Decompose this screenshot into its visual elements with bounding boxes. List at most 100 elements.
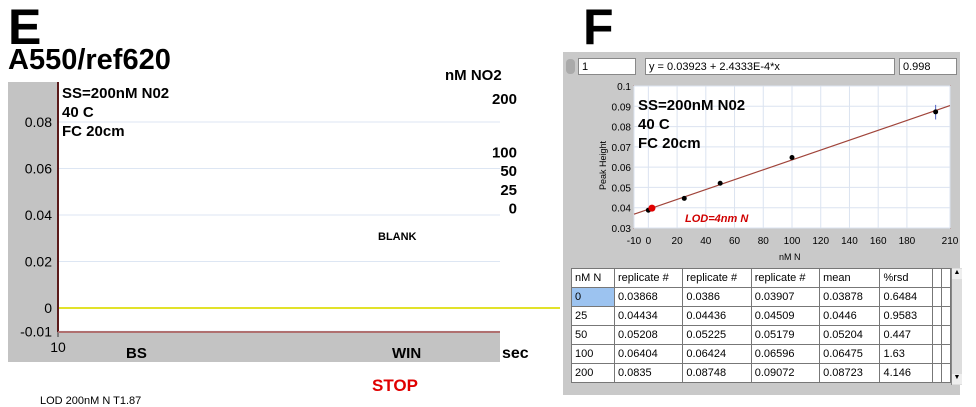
y-tick-label: 0.05 xyxy=(612,183,632,194)
table-cell[interactable]: 0.04509 xyxy=(750,306,821,326)
x-tick-label: 60 xyxy=(729,236,741,247)
table-cell[interactable] xyxy=(931,287,942,307)
table-cell[interactable]: 0.08723 xyxy=(819,363,881,383)
table-cell[interactable]: 0.09072 xyxy=(750,363,821,383)
scroll-up-icon[interactable]: ▲ xyxy=(952,269,962,279)
y-tick-label: 0.08 xyxy=(25,114,52,130)
table-cell[interactable] xyxy=(940,363,952,383)
x-tick-label: 210 xyxy=(942,236,959,247)
table-cell[interactable]: 0.06404 xyxy=(613,344,684,364)
chart-e-plot-area xyxy=(58,82,500,332)
table-cell[interactable] xyxy=(931,363,942,383)
column-header[interactable]: replicate # xyxy=(750,268,821,288)
data-point xyxy=(933,109,939,115)
table-cell[interactable]: 100 xyxy=(571,344,615,364)
table-cell[interactable]: 0.05179 xyxy=(750,325,821,345)
footer-note: LOD 200nM N T1.87 xyxy=(40,395,142,407)
table-cell[interactable]: 0.06424 xyxy=(682,344,752,364)
table-cell[interactable]: 200 xyxy=(571,363,615,383)
table-row: 50 0.05208 0.05225 0.05179 0.05204 0.447 xyxy=(571,325,952,345)
y-tick-label: 0.09 xyxy=(612,102,632,113)
table-cell[interactable]: 50 xyxy=(571,325,615,345)
table-cell[interactable] xyxy=(940,344,952,364)
sec-label: sec xyxy=(502,345,529,362)
panel-e-letter: E xyxy=(8,0,42,55)
table-cell[interactable]: 0.04436 xyxy=(682,306,752,326)
data-point xyxy=(681,195,687,201)
table-cell[interactable]: 0.04434 xyxy=(613,306,684,326)
legend-label-0: 0 xyxy=(509,200,517,217)
index-spinner[interactable] xyxy=(566,59,575,74)
fc-label: FC 20cm xyxy=(62,123,125,140)
y-tick-label: 0.06 xyxy=(612,163,632,174)
table-cell[interactable]: 0.08748 xyxy=(682,363,752,383)
x-tick-label: 0 xyxy=(646,236,652,247)
chart-e: 20010050250102030405060-0.0100.020.040.0… xyxy=(8,67,560,395)
legend-label-50: 50 xyxy=(500,163,517,180)
column-header[interactable] xyxy=(940,268,952,288)
column-header[interactable]: replicate # xyxy=(613,268,684,288)
table-cell[interactable]: 0.0835 xyxy=(613,363,684,383)
column-header[interactable]: %rsd xyxy=(879,268,933,288)
table-cell[interactable]: 4.146 xyxy=(879,363,933,383)
x-tick-label: 100 xyxy=(784,236,801,247)
table-cell[interactable]: 0.06596 xyxy=(750,344,821,364)
table-cell[interactable] xyxy=(940,287,952,307)
x-tick-label: 80 xyxy=(758,236,770,247)
table-cell[interactable]: 1.63 xyxy=(879,344,933,364)
x-tick-label: 120 xyxy=(812,236,829,247)
x-tick-label: 40 xyxy=(700,236,712,247)
table-row: 25 0.04434 0.04436 0.04509 0.0446 0.9583 xyxy=(571,306,952,326)
scroll-down-icon[interactable]: ▼ xyxy=(952,374,962,384)
panel-e-title: A550/ref620 xyxy=(8,44,171,76)
legend-label-25: 25 xyxy=(500,182,517,199)
table-row: 0 0.03868 0.0386 0.03907 0.03878 0.6484 xyxy=(571,287,952,307)
table-cell[interactable] xyxy=(940,306,952,326)
table-cell[interactable]: 0.03868 xyxy=(613,287,684,307)
table-cell[interactable] xyxy=(931,306,942,326)
x-tick-label: 160 xyxy=(870,236,887,247)
column-header[interactable]: mean xyxy=(819,268,881,288)
table-cell[interactable]: 0.447 xyxy=(879,325,933,345)
stop-label: STOP xyxy=(372,376,418,395)
table-cell[interactable] xyxy=(940,325,952,345)
r-value-field[interactable]: 0.998 xyxy=(899,58,957,75)
table-cell[interactable]: 0.0386 xyxy=(682,287,752,307)
table-cell[interactable]: 0.03878 xyxy=(819,287,881,307)
table-cell[interactable]: 0.05225 xyxy=(682,325,752,345)
table-cell[interactable]: 0.0446 xyxy=(819,306,881,326)
column-header[interactable]: replicate # xyxy=(682,268,752,288)
table-cell[interactable]: 0.9583 xyxy=(879,306,933,326)
y-tick-label: 0.03 xyxy=(612,224,632,235)
column-header[interactable]: nM N xyxy=(571,268,615,288)
bs-label: BS xyxy=(126,345,147,362)
legend-title: nM NO2 xyxy=(445,67,502,84)
table-cell[interactable] xyxy=(931,344,942,364)
table-cell[interactable]: 0.06475 xyxy=(819,344,881,364)
ss-label: SS=200nM N02 xyxy=(62,85,169,102)
x-tick-label: -10 xyxy=(627,236,642,247)
y-tick-label: 0.02 xyxy=(25,254,52,270)
f-ss-label: SS=200nM N02 xyxy=(638,97,745,114)
f-temp-label: 40 C xyxy=(638,116,670,133)
y-tick-label: 0 xyxy=(44,300,52,316)
table-row: 200 0.0835 0.08748 0.09072 0.08723 4.146 xyxy=(571,363,952,383)
table-cell[interactable]: 25 xyxy=(571,306,615,326)
table-cell[interactable]: 0 xyxy=(571,287,615,307)
table-cell[interactable] xyxy=(931,325,942,345)
blank-label: BLANK xyxy=(378,231,417,243)
equation-field[interactable]: y = 0.03923 + 2.4333E-4*x xyxy=(645,58,895,75)
y-tick-label: 0.06 xyxy=(25,161,52,177)
table-cell[interactable]: 0.05208 xyxy=(613,325,684,345)
table-cell[interactable]: 0.03907 xyxy=(750,287,821,307)
panel-f-letter: F xyxy=(583,0,614,55)
index-input[interactable]: 1 xyxy=(578,58,636,75)
y-tick-label: 0.1 xyxy=(617,82,631,93)
table-cell[interactable]: 0.6484 xyxy=(879,287,933,307)
f-fc-label: FC 20cm xyxy=(638,135,701,152)
column-header[interactable] xyxy=(931,268,942,288)
table-scrollbar[interactable]: ▲ ▼ xyxy=(951,268,962,385)
table-cell[interactable]: 0.05204 xyxy=(819,325,881,345)
